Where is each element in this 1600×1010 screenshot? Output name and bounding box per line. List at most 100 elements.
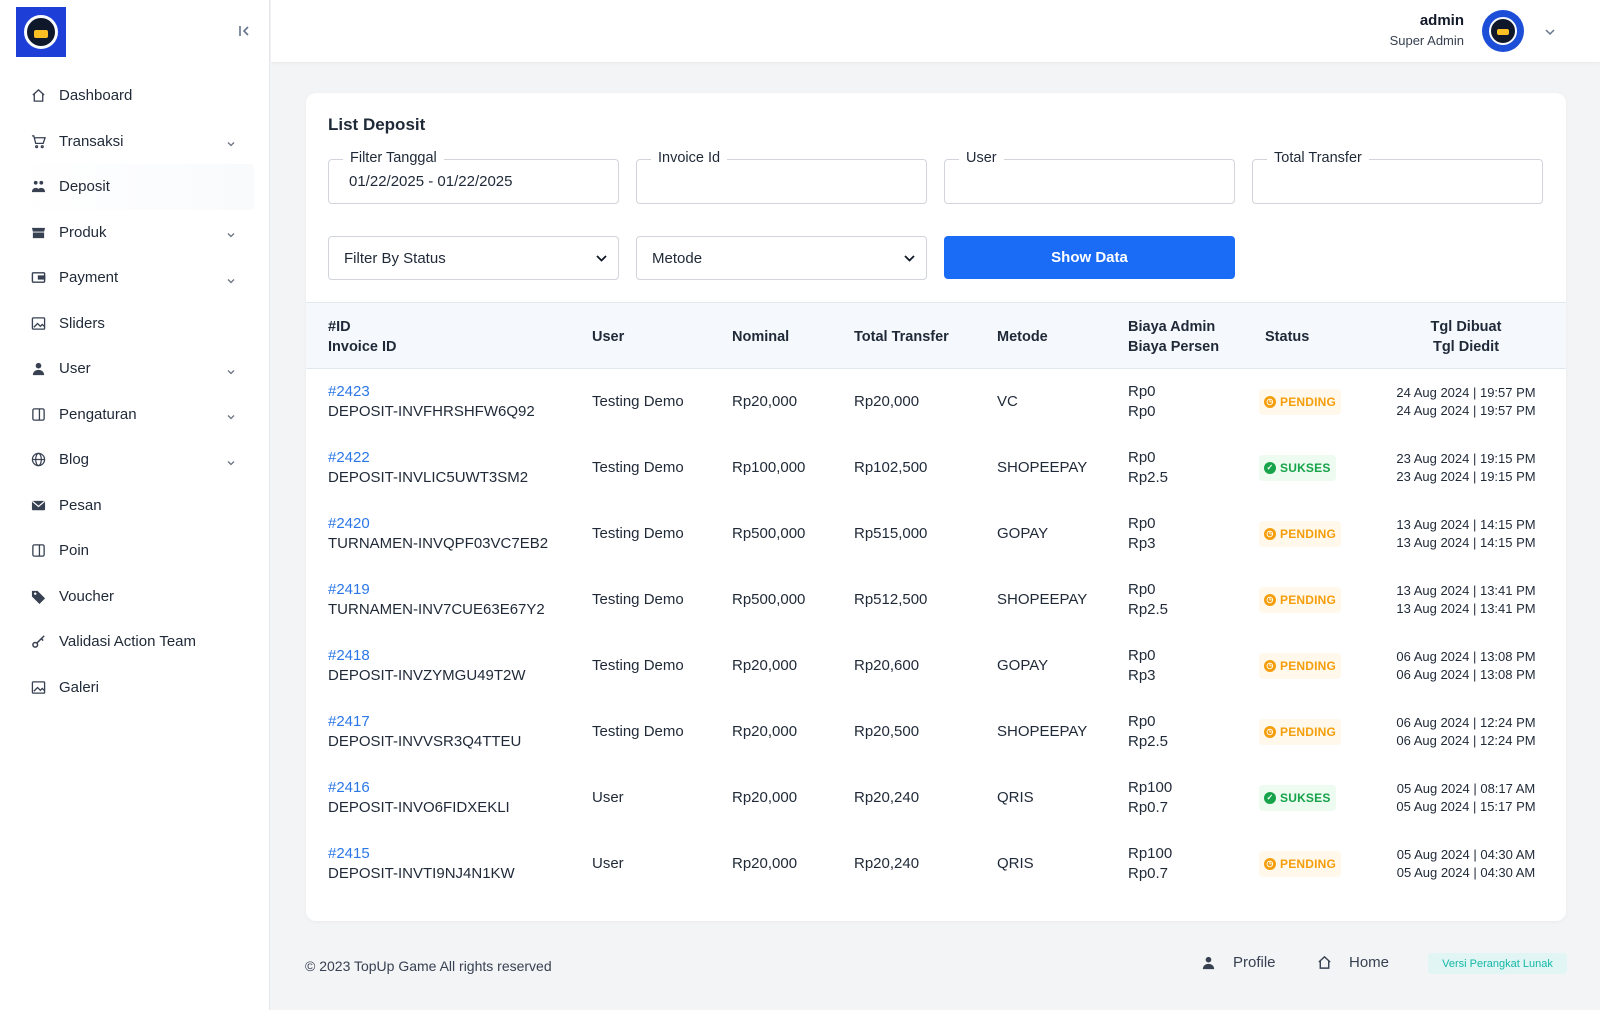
deposit-id-link[interactable]: #2420 (328, 515, 370, 532)
wallet-icon (30, 270, 46, 286)
status-text: PENDING (1280, 527, 1337, 541)
metode-select[interactable]: Metode (636, 236, 927, 280)
deposit-id-link[interactable]: #2422 (328, 449, 370, 466)
user-icon (30, 361, 46, 377)
col-total-transfer[interactable]: Total Transfer (854, 303, 949, 370)
deposit-id-link[interactable]: #2415 (328, 845, 370, 862)
show-data-button[interactable]: Show Data (944, 236, 1235, 279)
col-metode-label: Metode (997, 328, 1048, 345)
invoice-id: DEPOSIT-INVO6FIDXEKLI (328, 799, 510, 816)
sidebar-item-transaksi[interactable]: Transaksi (16, 119, 254, 165)
avatar[interactable] (1482, 10, 1524, 52)
cell-dates: 13 Aug 2024 | 14:15 PM 13 Aug 2024 | 14:1… (1386, 501, 1546, 567)
sidebar-item-blog[interactable]: Blog (16, 437, 254, 483)
col-id-invoice[interactable]: #ID Invoice ID (328, 303, 397, 370)
cell-total: Rp20,000 (854, 369, 919, 435)
chevron-down-icon (226, 273, 236, 284)
invoice-id: DEPOSIT-INVVSR3Q4TTEU (328, 733, 522, 750)
sidebar-item-galeri[interactable]: Galeri (16, 665, 254, 711)
cell-user: Testing Demo (592, 501, 684, 567)
sidebar-item-voucher[interactable]: Voucher (16, 574, 254, 620)
user-input[interactable] (965, 173, 1215, 190)
table-row: #2416 DEPOSIT-INVO6FIDXEKLI User Rp20,000 Rp… (306, 765, 1566, 831)
col-user[interactable]: User (592, 303, 624, 370)
status-badge: ✓ SUKSES (1259, 785, 1336, 811)
biaya-admin-value: Rp0 (1128, 647, 1156, 664)
col-nominal[interactable]: Nominal (732, 303, 789, 370)
filter-date-field[interactable]: Filter Tanggal (328, 150, 619, 204)
chevron-down-icon[interactable] (1544, 25, 1556, 37)
biaya-persen-value: Rp0.7 (1128, 865, 1169, 882)
filter-date-input[interactable] (349, 173, 599, 190)
table-header: #ID Invoice ID User Nominal Total Transf… (306, 302, 1566, 369)
home-icon (30, 88, 46, 104)
biaya-persen-value: Rp3 (1128, 667, 1156, 684)
image-icon (30, 315, 46, 331)
user-field[interactable]: User (944, 150, 1235, 204)
clock-icon: ◷ (1264, 594, 1276, 606)
user-info[interactable]: admin Super Admin (1390, 12, 1464, 48)
nominal-value: Rp20,000 (732, 393, 798, 410)
home-link[interactable]: Home (1317, 954, 1389, 971)
cell-dates: 05 Aug 2024 | 08:17 AM 05 Aug 2024 | 15:1… (1386, 765, 1546, 831)
sidebar-item-deposit[interactable]: Deposit (16, 164, 254, 210)
chevron-down-icon (226, 136, 236, 147)
table-body: #2423 DEPOSIT-INVFHRSHFW6Q92 Testing Demo R… (306, 369, 1566, 897)
cell-nominal: Rp20,000 (732, 369, 797, 435)
total-transfer-field[interactable]: Total Transfer (1252, 150, 1543, 204)
sidebar-item-pesan[interactable]: Pesan (16, 483, 254, 529)
collapse-sidebar-icon[interactable] (236, 22, 254, 40)
status-select[interactable]: Filter By Status (328, 236, 619, 280)
col-total-label: Total Transfer (854, 328, 949, 345)
clock-icon: ◷ (1264, 528, 1276, 540)
chevron-down-icon (595, 252, 608, 265)
col-dates[interactable]: Tgl Dibuat Tgl Diedit (1386, 303, 1546, 370)
edited-date: 24 Aug 2024 | 19:57 PM (1396, 403, 1536, 418)
invoice-id-field[interactable]: Invoice Id (636, 150, 927, 204)
sidebar-item-user[interactable]: User (16, 346, 254, 392)
deposit-id-link[interactable]: #2416 (328, 779, 370, 796)
cell-nominal: Rp20,000 (732, 765, 797, 831)
sidebar-item-sliders[interactable]: Sliders (16, 301, 254, 347)
cell-status: ◷ PENDING (1259, 567, 1342, 633)
user-label: User (959, 150, 1004, 166)
col-biaya-admin-label: Biaya Admin (1128, 318, 1216, 335)
sidebar-item-dashboard[interactable]: Dashboard (16, 73, 254, 119)
col-metode[interactable]: Metode (997, 303, 1048, 370)
created-date: 13 Aug 2024 | 13:41 PM (1396, 583, 1536, 598)
cell-biaya: Rp0 Rp2.5 (1128, 699, 1168, 765)
col-status[interactable]: Status (1265, 303, 1309, 370)
status-text: PENDING (1280, 395, 1337, 409)
invoice-id-input[interactable] (657, 173, 907, 190)
total-value: Rp102,500 (854, 459, 928, 476)
cell-nominal: Rp20,000 (732, 699, 797, 765)
metode-select-value: Metode (652, 249, 703, 267)
deposit-card: List Deposit Filter Tanggal Invoice Id U… (306, 93, 1566, 921)
tag-icon (30, 588, 46, 604)
deposit-id-link[interactable]: #2419 (328, 581, 370, 598)
sidebar-item-poin[interactable]: Poin (16, 528, 254, 574)
sidebar-item-produk[interactable]: Produk (16, 210, 254, 256)
edited-date: 05 Aug 2024 | 15:17 PM (1396, 799, 1536, 814)
sidebar-item-label: Produk (59, 223, 107, 241)
col-biaya[interactable]: Biaya Admin Biaya Persen (1128, 303, 1219, 370)
cell-total: Rp512,500 (854, 567, 927, 633)
col-biaya-persen-label: Biaya Persen (1128, 338, 1220, 355)
sidebar-item-validasi-action-team[interactable]: Validasi Action Team (16, 619, 254, 665)
deposit-id-link[interactable]: #2423 (328, 383, 370, 400)
cell-metode: GOPAY (997, 501, 1048, 567)
nominal-value: Rp20,000 (732, 789, 798, 806)
deposit-id-link[interactable]: #2418 (328, 647, 370, 664)
deposit-id-link[interactable]: #2417 (328, 713, 370, 730)
total-transfer-input[interactable] (1273, 173, 1523, 190)
sidebar-nav: Dashboard Transaksi Deposit Produk Payment Sl… (16, 73, 254, 710)
table-row: #2423 DEPOSIT-INVFHRSHFW6Q92 Testing Demo R… (306, 369, 1566, 435)
deposit-table: #ID Invoice ID User Nominal Total Transf… (306, 302, 1566, 897)
sidebar-item-payment[interactable]: Payment (16, 255, 254, 301)
app-logo[interactable] (16, 7, 66, 57)
sidebar-item-label: Voucher (59, 587, 115, 605)
sidebar-item-pengaturan[interactable]: Pengaturan (16, 392, 254, 438)
cell-id-invoice: #2423 DEPOSIT-INVFHRSHFW6Q92 (328, 369, 535, 435)
profile-link[interactable]: Profile (1201, 954, 1276, 971)
version-badge[interactable]: Versi Perangkat Lunak (1428, 953, 1567, 974)
